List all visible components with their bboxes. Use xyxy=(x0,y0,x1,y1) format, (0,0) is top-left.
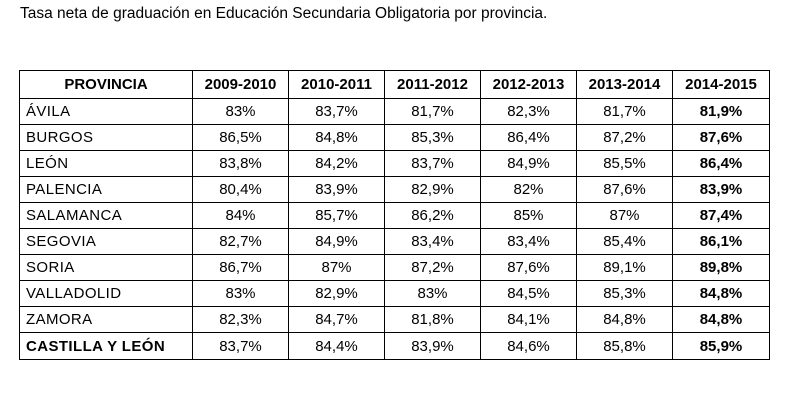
rate-cell: 85,9% xyxy=(672,332,770,360)
column-header-2010-2011: 2010-2011 xyxy=(288,70,385,99)
rate-cell: 87% xyxy=(576,202,673,229)
rate-cell: 86,4% xyxy=(672,150,770,177)
rate-cell: 85,7% xyxy=(288,202,385,229)
rate-cell: 86,1% xyxy=(672,228,770,255)
table-row: ÁVILA 83% 83,7% 81,7% 82,3% 81,7% 81,9% xyxy=(19,98,770,125)
province-cell: BURGOS xyxy=(19,124,193,151)
rate-cell: 89,8% xyxy=(672,254,770,281)
rate-cell: 87,4% xyxy=(672,202,770,229)
rate-cell: 84% xyxy=(192,202,289,229)
rate-cell: 89,1% xyxy=(576,254,673,281)
rate-cell: 87,2% xyxy=(576,124,673,151)
table-row: LEÓN 83,8% 84,2% 83,7% 84,9% 85,5% 86,4% xyxy=(19,150,770,177)
rate-cell: 83,7% xyxy=(288,98,385,125)
document-title: Tasa neta de graduación en Educación Sec… xyxy=(20,5,548,22)
rate-cell: 85,4% xyxy=(576,228,673,255)
rate-cell: 84,1% xyxy=(480,306,577,333)
province-cell: VALLADOLID xyxy=(19,280,193,307)
rate-cell: 85,3% xyxy=(576,280,673,307)
rate-cell: 82,9% xyxy=(288,280,385,307)
table-row: SORIA 86,7% 87% 87,2% 87,6% 89,1% 89,8% xyxy=(19,254,770,281)
province-cell: ZAMORA xyxy=(19,306,193,333)
rate-cell: 85,5% xyxy=(576,150,673,177)
graduation-rate-table: PROVINCIA 2009-2010 2010-2011 2011-2012 … xyxy=(19,70,770,360)
province-cell: CASTILLA Y LEÓN xyxy=(19,332,193,360)
rate-cell: 84,9% xyxy=(480,150,577,177)
rate-cell: 86,5% xyxy=(192,124,289,151)
table-header-row: PROVINCIA 2009-2010 2010-2011 2011-2012 … xyxy=(19,70,770,99)
rate-cell: 83% xyxy=(192,280,289,307)
province-cell: SALAMANCA xyxy=(19,202,193,229)
rate-cell: 81,9% xyxy=(672,98,770,125)
column-header-2013-2014: 2013-2014 xyxy=(576,70,673,99)
rate-cell: 84,8% xyxy=(288,124,385,151)
rate-cell: 87,6% xyxy=(480,254,577,281)
rate-cell: 82% xyxy=(480,176,577,203)
province-cell: ÁVILA xyxy=(19,98,193,125)
rate-cell: 83,7% xyxy=(384,150,481,177)
column-header-2014-2015: 2014-2015 xyxy=(672,70,770,99)
rate-cell: 84,8% xyxy=(672,306,770,333)
rate-cell: 83,4% xyxy=(480,228,577,255)
rate-cell: 84,6% xyxy=(480,332,577,360)
rate-cell: 82,3% xyxy=(480,98,577,125)
province-cell: PALENCIA xyxy=(19,176,193,203)
rate-cell: 83,9% xyxy=(288,176,385,203)
rate-cell: 85% xyxy=(480,202,577,229)
rate-cell: 87,6% xyxy=(576,176,673,203)
table-row: SEGOVIA 82,7% 84,9% 83,4% 83,4% 85,4% 86,1% xyxy=(19,228,770,255)
rate-cell: 84,9% xyxy=(288,228,385,255)
table-row: VALLADOLID 83% 82,9% 83% 84,5% 85,3% 84,8% xyxy=(19,280,770,307)
rate-cell: 83% xyxy=(192,98,289,125)
rate-cell: 83,7% xyxy=(192,332,289,360)
rate-cell: 84,8% xyxy=(576,306,673,333)
rate-cell: 87% xyxy=(288,254,385,281)
rate-cell: 82,3% xyxy=(192,306,289,333)
column-header-2009-2010: 2009-2010 xyxy=(192,70,289,99)
rate-cell: 83% xyxy=(384,280,481,307)
province-cell: SORIA xyxy=(19,254,193,281)
rate-cell: 87,2% xyxy=(384,254,481,281)
column-header-provincia: PROVINCIA xyxy=(19,70,193,99)
rate-cell: 83,8% xyxy=(192,150,289,177)
column-header-2011-2012: 2011-2012 xyxy=(384,70,481,99)
rate-cell: 86,2% xyxy=(384,202,481,229)
rate-cell: 83,9% xyxy=(384,332,481,360)
rate-cell: 86,7% xyxy=(192,254,289,281)
rate-cell: 80,4% xyxy=(192,176,289,203)
rate-cell: 84,8% xyxy=(672,280,770,307)
rate-cell: 84,5% xyxy=(480,280,577,307)
table-row-total: CASTILLA Y LEÓN 83,7% 84,4% 83,9% 84,6% 85,8%… xyxy=(19,332,770,360)
rate-cell: 84,2% xyxy=(288,150,385,177)
rate-cell: 84,4% xyxy=(288,332,385,360)
rate-cell: 83,9% xyxy=(672,176,770,203)
province-cell: LEÓN xyxy=(19,150,193,177)
column-header-2012-2013: 2012-2013 xyxy=(480,70,577,99)
rate-cell: 84,7% xyxy=(288,306,385,333)
rate-cell: 82,9% xyxy=(384,176,481,203)
table-row: SALAMANCA 84% 85,7% 86,2% 85% 87% 87,4% xyxy=(19,202,770,229)
table-row: PALENCIA 80,4% 83,9% 82,9% 82% 87,6% 83,9% xyxy=(19,176,770,203)
rate-cell: 83,4% xyxy=(384,228,481,255)
table-row: ZAMORA 82,3% 84,7% 81,8% 84,1% 84,8% 84,8% xyxy=(19,306,770,333)
table-body: ÁVILA 83% 83,7% 81,7% 82,3% 81,7% 81,9% BURGOS 8… xyxy=(19,98,770,360)
province-cell: SEGOVIA xyxy=(19,228,193,255)
rate-cell: 81,7% xyxy=(384,98,481,125)
rate-cell: 85,8% xyxy=(576,332,673,360)
rate-cell: 86,4% xyxy=(480,124,577,151)
rate-cell: 81,8% xyxy=(384,306,481,333)
rate-cell: 82,7% xyxy=(192,228,289,255)
rate-cell: 85,3% xyxy=(384,124,481,151)
table-row: BURGOS 86,5% 84,8% 85,3% 86,4% 87,2% 87,6% xyxy=(19,124,770,151)
rate-cell: 81,7% xyxy=(576,98,673,125)
rate-cell: 87,6% xyxy=(672,124,770,151)
